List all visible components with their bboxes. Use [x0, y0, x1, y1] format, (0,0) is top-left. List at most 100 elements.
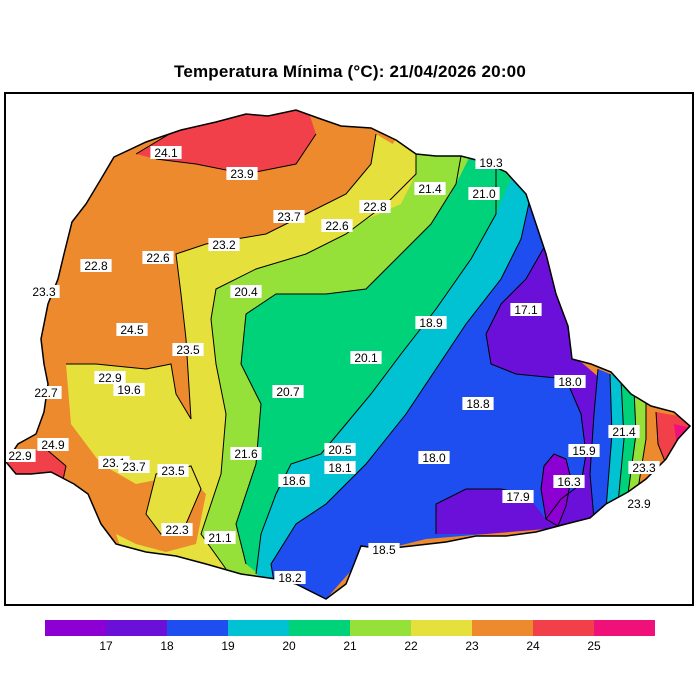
station-label-background — [208, 238, 240, 251]
station-label-value: 21.6 — [234, 447, 258, 461]
station-label: 21.6 — [230, 447, 262, 461]
station-label-value: 18.0 — [558, 375, 582, 389]
station-label-background — [161, 523, 193, 536]
legend-tick-label: 24 — [526, 639, 540, 653]
contour-fills — [6, 110, 690, 599]
station-label: 22.9 — [6, 449, 36, 463]
station-label: 17.9 — [502, 490, 534, 504]
station-label-value: 19.3 — [479, 156, 503, 170]
station-label: 18.8 — [462, 397, 494, 411]
station-label-background — [415, 316, 447, 329]
station-label: 23.7 — [273, 210, 305, 224]
station-label-value: 18.5 — [372, 543, 396, 557]
station-label: 17.1 — [510, 303, 542, 317]
station-label-value: 22.9 — [8, 449, 32, 463]
station-label-background — [368, 543, 400, 556]
station-label-value: 23.9 — [627, 497, 651, 511]
station-label-value: 23.7 — [122, 460, 146, 474]
station-label-background — [321, 219, 353, 232]
band-below-17 — [541, 454, 571, 526]
station-label-value: 22.9 — [98, 371, 122, 385]
station-label: 19.3 — [475, 156, 507, 170]
legend-tick-label: 19 — [221, 639, 235, 653]
band-east-19-20 — [590, 369, 612, 519]
station-label: 23.3 — [28, 285, 60, 299]
station-label-background — [324, 443, 356, 456]
station-label: 24.1 — [150, 146, 182, 160]
station-label: 18.9 — [415, 316, 447, 330]
legend-swatch-17_18 — [106, 620, 167, 636]
station-label: 23.2 — [208, 238, 240, 252]
station-label-background — [272, 385, 304, 398]
station-label-value: 18.8 — [466, 397, 490, 411]
station-label: 22.6 — [321, 219, 353, 233]
station-label-value: 22.6 — [146, 251, 170, 265]
color-legend: 17 18 19 20 21 22 23 24 25 — [45, 620, 655, 653]
station-label-value: 20.7 — [276, 385, 300, 399]
station-label-background — [226, 167, 258, 180]
station-label: 18.6 — [278, 474, 310, 488]
station-label-value: 22.7 — [34, 386, 58, 400]
band-sw-22-23 — [146, 466, 201, 534]
station-label: 15.9 — [568, 444, 600, 458]
station-label: 21.4 — [608, 425, 640, 439]
station-label-background — [414, 182, 446, 195]
contour-line-23 — [66, 133, 377, 420]
station-label: 22.7 — [30, 386, 62, 400]
station-label: 23.5 — [157, 464, 189, 478]
station-label: 20.7 — [272, 385, 304, 399]
station-label-value: 22.8 — [84, 259, 108, 273]
station-label: 23.5 — [172, 343, 204, 357]
legend-tick-label: 21 — [343, 639, 357, 653]
station-label-value: 18.6 — [282, 474, 306, 488]
station-label-background — [418, 451, 450, 464]
station-label-background — [502, 490, 534, 503]
station-label-background — [468, 187, 500, 200]
station-label-value: 18.0 — [422, 451, 446, 465]
band-east-20-21 — [606, 374, 624, 509]
station-label-value: 24.1 — [154, 146, 178, 160]
station-label-background — [230, 447, 262, 460]
station-label: 18.1 — [324, 461, 356, 475]
station-label-background — [6, 449, 36, 462]
station-label-value: 23.9 — [230, 167, 254, 181]
band-17-18 — [436, 244, 606, 534]
station-label-value: 20.4 — [234, 285, 258, 299]
station-label: 20.4 — [230, 285, 262, 299]
state-border — [6, 109, 692, 600]
legend-swatch-19_20 — [228, 620, 289, 636]
map-frame: 24.1 23.9 19.3 21.4 21.0 22.8 23.7 22.6 22.6 23.2… — [4, 92, 694, 606]
legend-swatch-20_21 — [289, 620, 350, 636]
station-label: 24.5 — [116, 323, 148, 337]
station-label: 18.0 — [418, 451, 450, 465]
station-label-value: 22.3 — [165, 523, 189, 537]
station-labels: 24.1 23.9 19.3 21.4 21.0 22.8 23.7 22.6 22.6 23.2… — [6, 146, 660, 585]
station-label-background — [554, 375, 586, 388]
station-label-value: 23.3 — [32, 285, 56, 299]
station-label-background — [553, 475, 585, 488]
legend-swatch-22_23 — [411, 620, 472, 636]
station-label-value: 17.9 — [506, 490, 530, 504]
station-label-value: 21.1 — [208, 531, 232, 545]
station-label-background — [150, 146, 182, 159]
contour-line-20 — [255, 169, 497, 575]
station-label-background — [172, 343, 204, 356]
station-label-background — [568, 444, 600, 457]
station-label: 20.5 — [324, 443, 356, 457]
station-label-value: 24.9 — [41, 438, 65, 452]
station-label-value: 18.2 — [278, 571, 302, 585]
station-label-value: 18.9 — [419, 316, 443, 330]
legend-swatch-lt17 — [45, 620, 106, 636]
station-label: 22.8 — [359, 200, 391, 214]
station-label: 18.0 — [554, 375, 586, 389]
legend-swatch-gt25 — [594, 620, 655, 636]
station-label-background — [116, 323, 148, 336]
station-label-background — [94, 371, 126, 384]
station-label-background — [623, 497, 655, 510]
legend-swatch-23_24 — [472, 620, 533, 636]
station-label-background — [80, 259, 112, 272]
station-label: 22.8 — [80, 259, 112, 273]
station-label-value: 23.7 — [277, 210, 301, 224]
station-label: 21.1 — [204, 531, 236, 545]
station-label: 20.1 — [350, 351, 382, 365]
